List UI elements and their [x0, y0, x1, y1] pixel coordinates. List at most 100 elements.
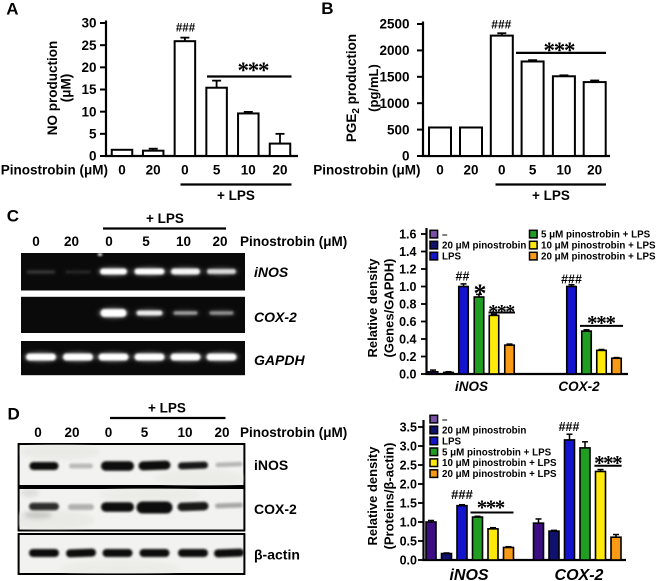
svg-text:*: *	[495, 495, 506, 519]
svg-text:0: 0	[436, 163, 444, 178]
svg-text:5: 5	[141, 425, 149, 440]
svg-text:Pinostrobin (μM): Pinostrobin (μM)	[240, 425, 347, 440]
svg-text:D: D	[8, 405, 20, 424]
svg-text:10 μM pinostrobin + LPS: 10 μM pinostrobin + LPS	[541, 241, 656, 252]
svg-text:1.4: 1.4	[399, 245, 416, 259]
svg-text:+ LPS: + LPS	[148, 401, 186, 416]
svg-text:*: *	[477, 495, 488, 519]
svg-text:*: *	[564, 38, 576, 63]
svg-text:β-actin: β-actin	[254, 547, 300, 563]
svg-text:5: 5	[142, 234, 150, 249]
svg-text:5: 5	[213, 163, 221, 178]
svg-text:0: 0	[34, 425, 42, 440]
svg-text:3.5: 3.5	[400, 421, 417, 435]
svg-text:10 μM pinostrobin + LPS: 10 μM pinostrobin + LPS	[442, 458, 557, 469]
svg-text:2.5: 2.5	[400, 459, 417, 473]
svg-text:20: 20	[146, 163, 161, 178]
svg-text:COX-2: COX-2	[254, 309, 297, 325]
svg-text:20: 20	[64, 234, 79, 249]
svg-text:Pinostrobin (μM): Pinostrobin (μM)	[1, 163, 108, 178]
svg-text:GAPDH: GAPDH	[254, 352, 305, 368]
svg-text:20 μM pinostrobin: 20 μM pinostrobin	[442, 426, 526, 437]
svg-text:+ LPS: + LPS	[146, 211, 184, 226]
svg-text:0: 0	[498, 163, 506, 178]
svg-text:*: *	[603, 451, 614, 475]
svg-text:iNOS: iNOS	[254, 457, 288, 473]
svg-text:iNOS: iNOS	[254, 264, 289, 280]
svg-text:*: *	[248, 58, 260, 83]
svg-text:*: *	[605, 311, 616, 335]
svg-text:Pinostrobin (μM): Pinostrobin (μM)	[240, 234, 347, 249]
svg-text:C: C	[7, 206, 19, 225]
svg-text:0.4: 0.4	[399, 333, 416, 347]
svg-text:LPS: LPS	[442, 252, 462, 263]
svg-text:0.8: 0.8	[399, 298, 416, 312]
svg-text:2000: 2000	[379, 43, 409, 58]
svg-text:*: *	[587, 311, 598, 335]
svg-text:10: 10	[81, 104, 96, 119]
svg-text:20 μM pinostrobin + LPS: 20 μM pinostrobin + LPS	[541, 252, 656, 263]
svg-text:LPS: LPS	[442, 436, 462, 447]
svg-text:COX-2: COX-2	[558, 379, 600, 394]
svg-text:PGE2 production: PGE2 production	[344, 34, 362, 142]
svg-text:30: 30	[81, 16, 96, 31]
svg-text:2500: 2500	[379, 17, 409, 32]
svg-text:1.0: 1.0	[400, 516, 417, 530]
svg-text:0: 0	[402, 149, 410, 164]
svg-text:10: 10	[241, 163, 256, 178]
svg-text:Relative density: Relative density	[365, 258, 380, 358]
svg-text:*: *	[612, 451, 623, 475]
svg-text:###: ###	[561, 273, 582, 287]
svg-text:1.5: 1.5	[400, 497, 417, 511]
svg-text:15: 15	[81, 82, 97, 97]
svg-text:Relative density: Relative density	[365, 446, 380, 546]
svg-text:B: B	[321, 0, 333, 18]
svg-text:10: 10	[177, 425, 192, 440]
svg-text:*: *	[544, 38, 556, 63]
svg-text:0: 0	[89, 149, 97, 164]
svg-text:1.6: 1.6	[399, 228, 416, 242]
svg-text:0: 0	[105, 425, 113, 440]
svg-text:iNOS: iNOS	[449, 567, 488, 581]
svg-text:*: *	[258, 58, 270, 83]
svg-text:3.0: 3.0	[400, 440, 417, 454]
svg-text:###: ###	[559, 420, 580, 434]
svg-text:*: *	[474, 279, 487, 308]
svg-text:20 μM pinostrobin + LPS: 20 μM pinostrobin + LPS	[442, 469, 557, 480]
svg-text:20: 20	[463, 163, 478, 178]
svg-text:##: ##	[456, 270, 470, 284]
svg-text:*: *	[596, 311, 607, 335]
svg-text:*: *	[554, 38, 566, 63]
svg-text:iNOS: iNOS	[455, 379, 488, 394]
svg-text:*: *	[486, 495, 497, 519]
svg-text:0: 0	[118, 163, 126, 178]
svg-text:###: ###	[491, 18, 511, 32]
svg-text:5 μM pinostrobin + LPS: 5 μM pinostrobin + LPS	[442, 447, 552, 458]
svg-text:5 μM pinostrobin + LPS: 5 μM pinostrobin + LPS	[541, 230, 651, 241]
svg-text:A: A	[6, 0, 18, 18]
svg-text:*: *	[238, 58, 250, 83]
svg-text:*: *	[594, 451, 605, 475]
svg-text:###: ###	[176, 23, 196, 35]
svg-text:–: –	[442, 230, 448, 241]
svg-text:0: 0	[32, 234, 40, 249]
svg-text:COX-2: COX-2	[254, 501, 297, 517]
svg-text:2.0: 2.0	[400, 478, 417, 492]
svg-text:0.5: 0.5	[400, 535, 417, 549]
svg-text:1000: 1000	[379, 96, 409, 111]
svg-text:1.0: 1.0	[399, 280, 416, 294]
svg-text:(Proteins/β-actin): (Proteins/β-actin)	[382, 443, 397, 550]
svg-text:–: –	[442, 415, 448, 426]
svg-text:0.0: 0.0	[399, 368, 416, 382]
svg-text:25: 25	[81, 38, 97, 53]
svg-text:0: 0	[105, 234, 113, 249]
svg-text:0.6: 0.6	[399, 315, 416, 329]
svg-text:1.2: 1.2	[399, 263, 416, 277]
svg-text:0.0: 0.0	[400, 554, 417, 568]
svg-text:0: 0	[181, 163, 189, 178]
svg-text:(μM): (μM)	[59, 74, 74, 103]
svg-text:20: 20	[587, 163, 602, 178]
svg-text:10: 10	[176, 234, 191, 249]
svg-text:20: 20	[212, 234, 227, 249]
svg-text:5: 5	[89, 127, 97, 142]
